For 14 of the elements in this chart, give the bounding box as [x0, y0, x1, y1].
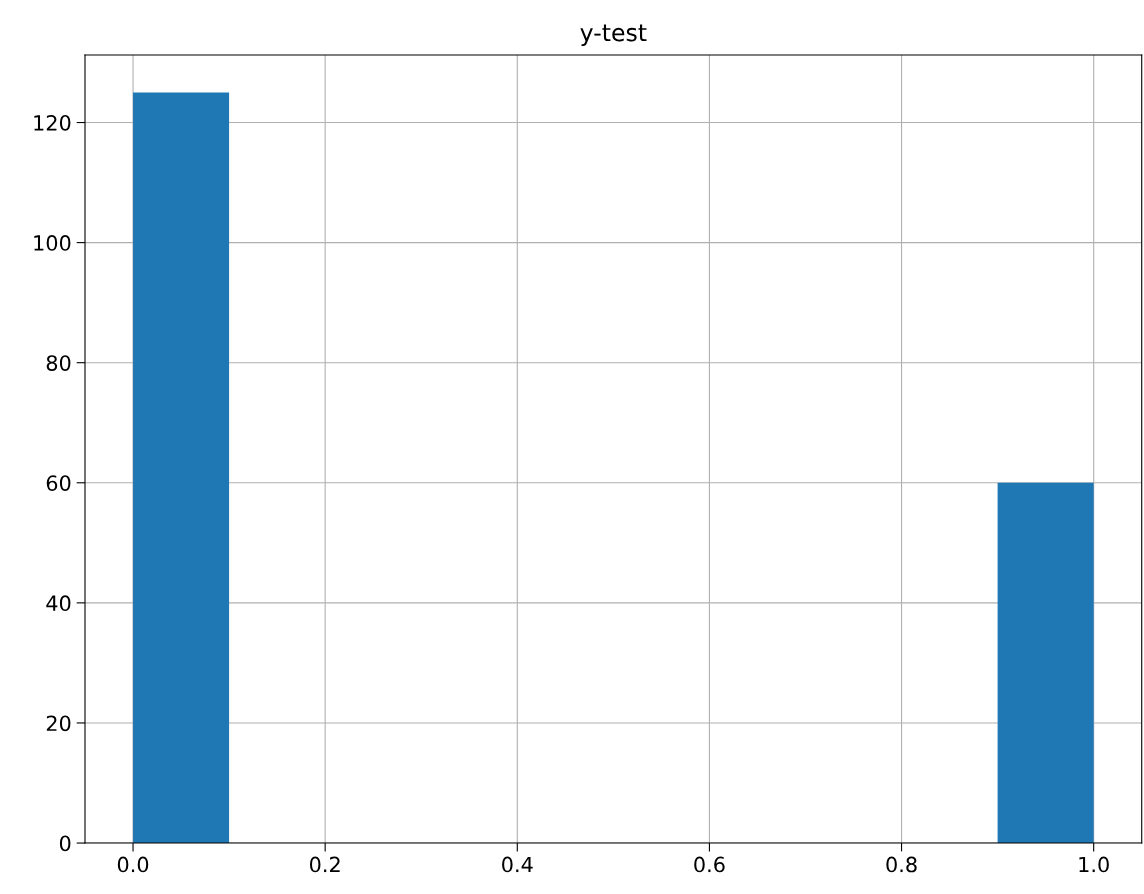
y-tick-label: 100: [34, 235, 71, 251]
x-tick-label: 0.6: [694, 856, 725, 873]
chart-title: y-test: [580, 24, 647, 46]
x-tick-label: 0.2: [309, 856, 340, 873]
x-tick-label: 0.8: [886, 856, 917, 873]
y-tick-label: 60: [46, 475, 71, 491]
y-tick-label: 20: [46, 715, 71, 732]
y-tick-label: 120: [34, 114, 71, 131]
y-tick-label: 0: [59, 835, 71, 852]
y-tick-label: 80: [46, 355, 71, 371]
x-tick-label: 0.0: [117, 856, 149, 873]
x-tick-label: 1.0: [1079, 856, 1109, 873]
x-tick-label: 0.4: [502, 856, 533, 873]
y-tick-label: 40: [46, 595, 71, 612]
